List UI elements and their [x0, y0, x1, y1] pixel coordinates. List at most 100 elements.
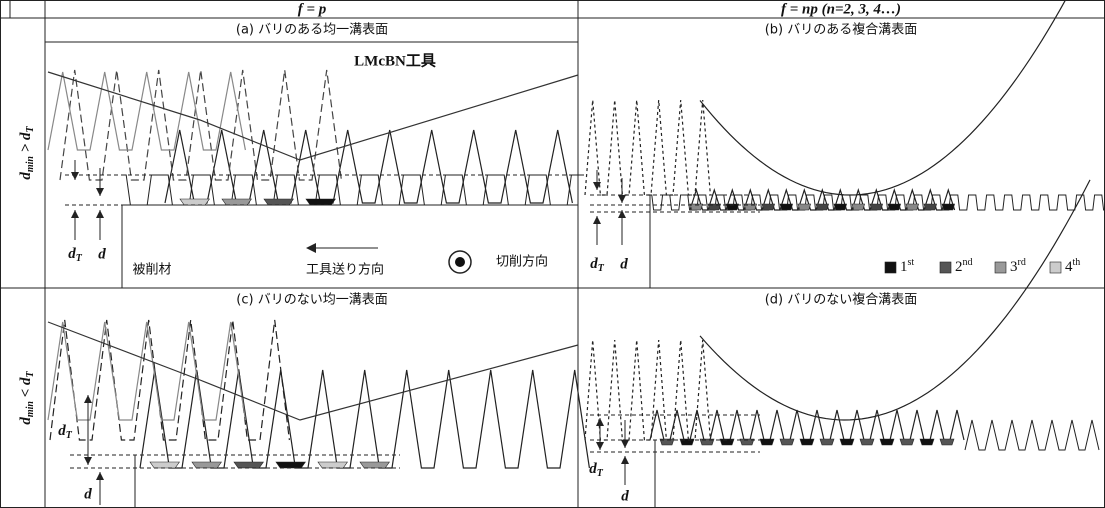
- envelope: [48, 322, 578, 420]
- chip: [222, 199, 251, 205]
- chip: [880, 439, 894, 445]
- tool-profile: [585, 100, 710, 195]
- subscript: T: [25, 125, 36, 132]
- label-dT: dT: [589, 461, 604, 479]
- arrow-head: [71, 172, 79, 180]
- workpiece-label: 被削材: [132, 263, 171, 278]
- superscript: th: [1073, 257, 1081, 268]
- legend-swatch: [995, 262, 1006, 273]
- tool-profile: [50, 320, 289, 440]
- tool-label: LMcBN工具: [354, 52, 436, 69]
- label-d: d: [84, 486, 92, 502]
- label-d: d: [620, 256, 628, 272]
- chip: [840, 439, 854, 445]
- chip: [360, 462, 389, 468]
- row-header: dmin > dT: [18, 125, 36, 179]
- chip: [780, 204, 793, 210]
- text-part: 3: [1010, 259, 1018, 275]
- arrow-head: [96, 188, 104, 196]
- cutting-label: 切削方向: [496, 254, 548, 270]
- chip: [150, 462, 179, 468]
- text-part: 2: [955, 259, 963, 275]
- chip: [942, 204, 955, 210]
- arrow-head: [96, 472, 104, 480]
- panel-box: [45, 42, 578, 288]
- arrow-head: [96, 210, 104, 218]
- figure: f = p f = np (n=2, 3, 4…) dmin > dT dmin…: [0, 0, 1105, 508]
- legend-swatch: [1050, 262, 1061, 273]
- chip: [906, 204, 919, 210]
- arrow-head: [618, 210, 626, 218]
- subscript: T: [25, 370, 36, 377]
- label-d: d: [98, 246, 106, 262]
- chip: [820, 439, 834, 445]
- legend-swatch: [940, 262, 951, 273]
- arrow-head: [306, 243, 316, 253]
- chip: [180, 199, 209, 205]
- legend-label: 2nd: [955, 257, 973, 275]
- subscript: T: [598, 263, 605, 274]
- chip: [306, 199, 335, 205]
- subscript: T: [66, 430, 73, 441]
- cutting-symbol-dot: [455, 257, 465, 267]
- chip: [192, 462, 221, 468]
- chip: [816, 204, 829, 210]
- tool-profile: [48, 72, 245, 150]
- arrow-head: [84, 395, 92, 403]
- subscript: T: [597, 468, 604, 479]
- feed-label: 工具送り方向: [306, 262, 384, 278]
- panel-title: (c) バリのない均一溝表面: [236, 293, 387, 308]
- panel-title: (b) バリのある複合溝表面: [765, 22, 918, 38]
- arrow-head: [618, 195, 626, 203]
- panel-title: (a) バリのある均一溝表面: [236, 23, 388, 38]
- tool-profile: [140, 370, 589, 468]
- column-header: f = np (n=2, 3, 4…): [781, 1, 901, 17]
- subscript: min: [25, 401, 36, 418]
- arrow-head: [621, 440, 629, 448]
- column-header: f = p: [298, 1, 327, 17]
- chip: [888, 204, 901, 210]
- chip: [834, 204, 847, 210]
- superscript: st: [908, 257, 915, 268]
- chip: [800, 439, 814, 445]
- chip: [318, 462, 347, 468]
- text-part: < d: [18, 377, 34, 401]
- chip: [924, 204, 937, 210]
- row-header: dmin < dT: [18, 370, 36, 424]
- tool-profile: [165, 130, 572, 203]
- arrow-head: [596, 442, 604, 450]
- chip: [860, 439, 874, 445]
- label-dT: dT: [68, 246, 83, 264]
- superscript: rd: [1018, 257, 1026, 268]
- arrow-head: [71, 210, 79, 218]
- label-dT: dT: [58, 423, 73, 441]
- chip: [798, 204, 811, 210]
- legend-label: 3rd: [1010, 257, 1026, 275]
- arrow-head: [621, 456, 629, 464]
- text-part: 1: [900, 259, 908, 275]
- label-d: d: [621, 488, 629, 504]
- subscript: min: [25, 156, 36, 173]
- chip: [900, 439, 914, 445]
- chip: [940, 439, 954, 445]
- legend-swatch: [885, 262, 896, 273]
- chip: [762, 204, 775, 210]
- chip: [870, 204, 883, 210]
- chip: [760, 439, 774, 445]
- frame: [1, 1, 1105, 508]
- chip: [920, 439, 934, 445]
- tool-profile: [965, 420, 1099, 450]
- legend-label: 1st: [900, 257, 914, 275]
- label-dT: dT: [590, 256, 605, 274]
- chip: [780, 439, 794, 445]
- chip: [852, 204, 865, 210]
- chip: [234, 462, 263, 468]
- tool-profile: [585, 340, 710, 440]
- subscript: T: [76, 253, 83, 264]
- panel-title: (d) バリのない複合溝表面: [765, 292, 918, 308]
- chip: [276, 462, 305, 468]
- superscript: nd: [963, 257, 973, 268]
- arrow-head: [84, 457, 92, 465]
- arrow-head: [593, 216, 601, 224]
- chip: [264, 199, 293, 205]
